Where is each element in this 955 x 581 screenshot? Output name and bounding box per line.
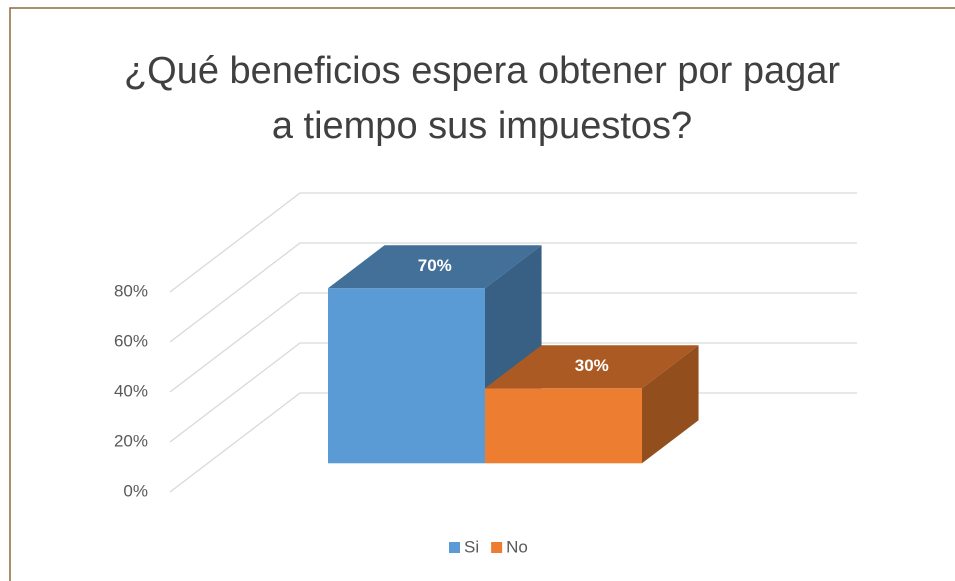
frame-border	[9, 7, 955, 581]
bar-top	[485, 345, 699, 389]
bar-front	[485, 388, 642, 464]
grid-line	[169, 192, 857, 293]
bar-top	[328, 245, 542, 289]
legend-label: No	[506, 537, 528, 556]
grid-line	[169, 242, 857, 343]
legend-label: Si	[464, 537, 479, 556]
bar-front	[328, 288, 485, 464]
value-label: 30%	[575, 356, 609, 375]
y-tick-label: 20%	[114, 431, 148, 450]
grid-line	[169, 342, 857, 443]
legend-swatch	[449, 542, 460, 553]
legend-swatch	[491, 542, 503, 553]
y-tick-label: 80%	[114, 281, 148, 300]
chart-title: ¿Qué beneficios espera obtener por pagar…	[123, 50, 841, 147]
y-tick-label: 0%	[123, 481, 148, 500]
value-label: 70%	[418, 256, 452, 275]
y-tick-label: 40%	[114, 381, 148, 400]
grid-line	[169, 292, 857, 393]
bar-side	[642, 345, 699, 464]
y-tick-label: 60%	[114, 331, 148, 350]
